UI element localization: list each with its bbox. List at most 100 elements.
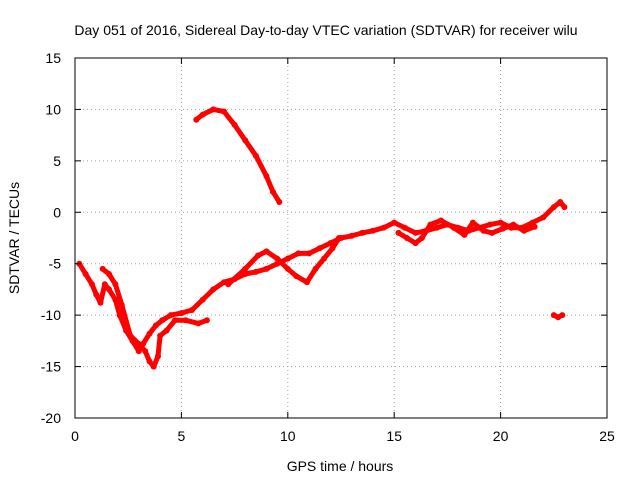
y-tick-label: -10 xyxy=(41,307,61,323)
chart-background xyxy=(0,0,640,480)
data-point xyxy=(295,250,301,256)
data-point xyxy=(255,253,261,259)
data-point xyxy=(391,220,397,226)
data-point xyxy=(106,286,112,292)
data-point xyxy=(159,317,165,323)
data-point xyxy=(370,228,376,234)
data-point xyxy=(142,348,148,354)
data-point xyxy=(264,173,270,179)
data-point xyxy=(317,245,323,251)
data-point xyxy=(147,331,153,337)
data-point xyxy=(164,328,170,334)
data-point xyxy=(242,266,248,272)
data-point xyxy=(557,199,563,205)
data-point xyxy=(106,271,112,277)
data-point xyxy=(470,220,476,226)
data-point xyxy=(404,235,410,241)
x-axis-label: GPS time / hours xyxy=(287,458,394,474)
data-point xyxy=(500,226,506,232)
data-point xyxy=(147,358,153,364)
data-point xyxy=(151,364,157,370)
data-point xyxy=(210,106,216,112)
x-tick-label: 5 xyxy=(178,428,186,444)
x-tick-label: 10 xyxy=(280,428,296,444)
data-point xyxy=(168,312,174,318)
y-tick-label: -5 xyxy=(49,256,62,272)
y-tick-label: 5 xyxy=(53,153,61,169)
data-point xyxy=(127,333,133,339)
data-point xyxy=(270,189,276,195)
sdtvar-chart: Day 051 of 2016, Sidereal Day-to-day VTE… xyxy=(0,0,640,480)
data-point xyxy=(200,112,206,118)
data-point xyxy=(532,224,538,230)
y-tick-label: -15 xyxy=(41,359,61,375)
data-point xyxy=(200,297,206,303)
x-tick-label: 25 xyxy=(599,428,615,444)
data-point xyxy=(100,266,106,272)
data-point xyxy=(93,292,99,298)
x-tick-label: 0 xyxy=(71,428,79,444)
data-point xyxy=(413,240,419,246)
data-point xyxy=(112,281,118,287)
data-point xyxy=(313,266,319,272)
data-point xyxy=(98,300,104,306)
data-point xyxy=(178,310,184,316)
data-point xyxy=(242,137,248,143)
data-point xyxy=(285,256,291,262)
data-point xyxy=(561,204,567,210)
data-point xyxy=(487,222,493,228)
data-point xyxy=(396,230,402,236)
data-point xyxy=(438,218,444,224)
data-point xyxy=(221,109,227,115)
data-point xyxy=(521,228,527,234)
data-point xyxy=(498,220,504,226)
y-tick-label: 10 xyxy=(45,101,61,117)
data-point xyxy=(172,317,178,323)
data-point xyxy=(285,266,291,272)
chart-title: Day 051 of 2016, Sidereal Day-to-day VTE… xyxy=(74,22,577,38)
data-point xyxy=(264,266,270,272)
data-point xyxy=(225,281,231,287)
data-point xyxy=(293,273,299,279)
data-point xyxy=(153,322,159,328)
data-point xyxy=(83,271,89,277)
data-point xyxy=(119,302,125,308)
data-point xyxy=(481,228,487,234)
data-point xyxy=(451,225,457,231)
data-point xyxy=(489,230,495,236)
data-point xyxy=(304,279,310,285)
data-point xyxy=(359,230,365,236)
data-point xyxy=(349,233,355,239)
data-point xyxy=(155,353,161,359)
data-point xyxy=(210,286,216,292)
data-point xyxy=(413,230,419,236)
data-point xyxy=(276,199,282,205)
data-point xyxy=(427,222,433,228)
data-point xyxy=(193,117,199,123)
y-tick-label: 15 xyxy=(45,50,61,66)
data-point xyxy=(551,204,557,210)
data-point xyxy=(274,256,280,262)
x-tick-label: 15 xyxy=(386,428,402,444)
data-point xyxy=(559,312,565,318)
data-point xyxy=(189,307,195,313)
y-axis-label: SDTVAR / TECUs xyxy=(6,182,22,294)
y-tick-label: 0 xyxy=(53,204,61,220)
data-point xyxy=(253,269,259,275)
data-point xyxy=(253,153,259,159)
data-point xyxy=(195,320,201,326)
data-point xyxy=(136,341,142,347)
x-tick-label: 20 xyxy=(493,428,509,444)
data-point xyxy=(321,256,327,262)
data-point xyxy=(461,232,467,238)
data-point xyxy=(540,214,546,220)
data-point xyxy=(157,333,163,339)
y-tick-label: -20 xyxy=(41,410,61,426)
data-point xyxy=(419,235,425,241)
data-point xyxy=(232,122,238,128)
data-point xyxy=(330,245,336,251)
data-point xyxy=(336,235,342,241)
data-point xyxy=(381,225,387,231)
data-point xyxy=(204,317,210,323)
data-point xyxy=(264,248,270,254)
